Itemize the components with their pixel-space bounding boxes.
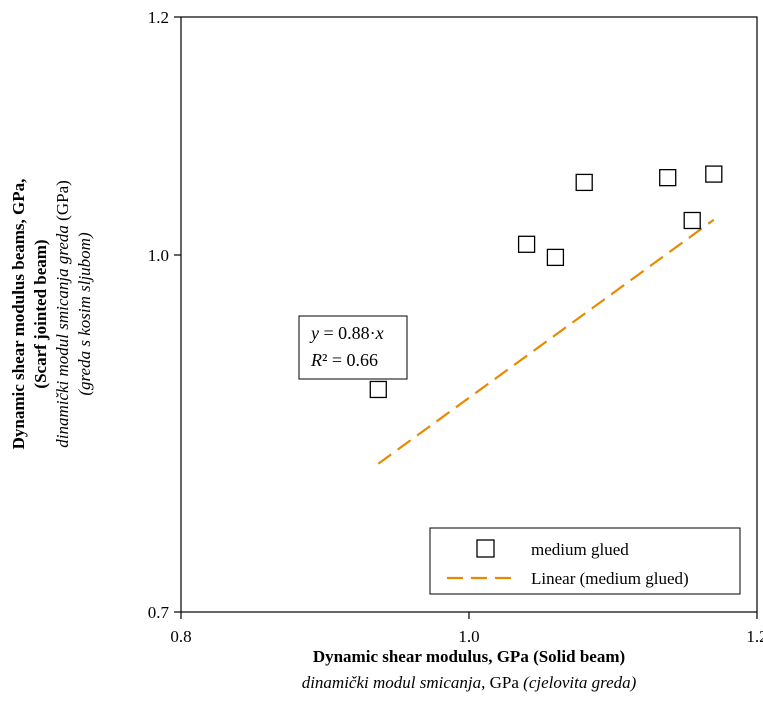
plot-area: [180, 16, 758, 613]
y-axis-title-group: Dynamic shear modulus beams, GPa, (Scarf…: [9, 179, 94, 450]
equation-box: y = 0.88·x R² = 0.66: [298, 315, 408, 380]
y-axis-title-line3: dinamički modul smicanja greda (GPa): [53, 180, 72, 448]
x-tick-label: 1.0: [458, 627, 479, 646]
x-axis-subtitle: dinamički modul smicanja, GPa (cjelovita…: [302, 673, 637, 692]
equation-line: y = 0.88·x: [309, 323, 384, 343]
data-point: [575, 173, 593, 192]
x-tick-label: 1.2: [746, 627, 763, 646]
data-point: [517, 235, 536, 253]
legend-marker-square: [476, 539, 495, 558]
y-axis-title-line2: (Scarf jointed beam): [31, 239, 50, 388]
data-point: [546, 248, 565, 267]
y-tick-label: 1.0: [148, 246, 169, 265]
y-axis-title-line1: Dynamic shear modulus beams, GPa,: [9, 179, 28, 450]
data-point: [705, 165, 723, 183]
r-squared-line: R² = 0.66: [310, 350, 378, 370]
y-tick-label: 0.7: [148, 603, 170, 622]
legend-label-series: medium glued: [531, 540, 629, 559]
data-point: [683, 211, 701, 230]
data-points: [369, 165, 723, 399]
trendline: [377, 218, 715, 465]
data-point: [659, 168, 677, 187]
legend: medium glued Linear (medium glued): [429, 527, 741, 595]
data-point: [369, 380, 387, 399]
x-axis-title: Dynamic shear modulus, GPa (Solid beam): [313, 647, 625, 666]
legend-label-trendline: Linear (medium glued): [531, 569, 689, 588]
x-tick-label: 0.8: [170, 627, 191, 646]
y-tick-label: 1.2: [148, 8, 169, 27]
y-axis-title-line4: (greda s kosim sljubom): [75, 232, 94, 396]
axis-ticks: 0.7 1.0 1.2 0.8 1.0 1.2: [148, 8, 763, 646]
